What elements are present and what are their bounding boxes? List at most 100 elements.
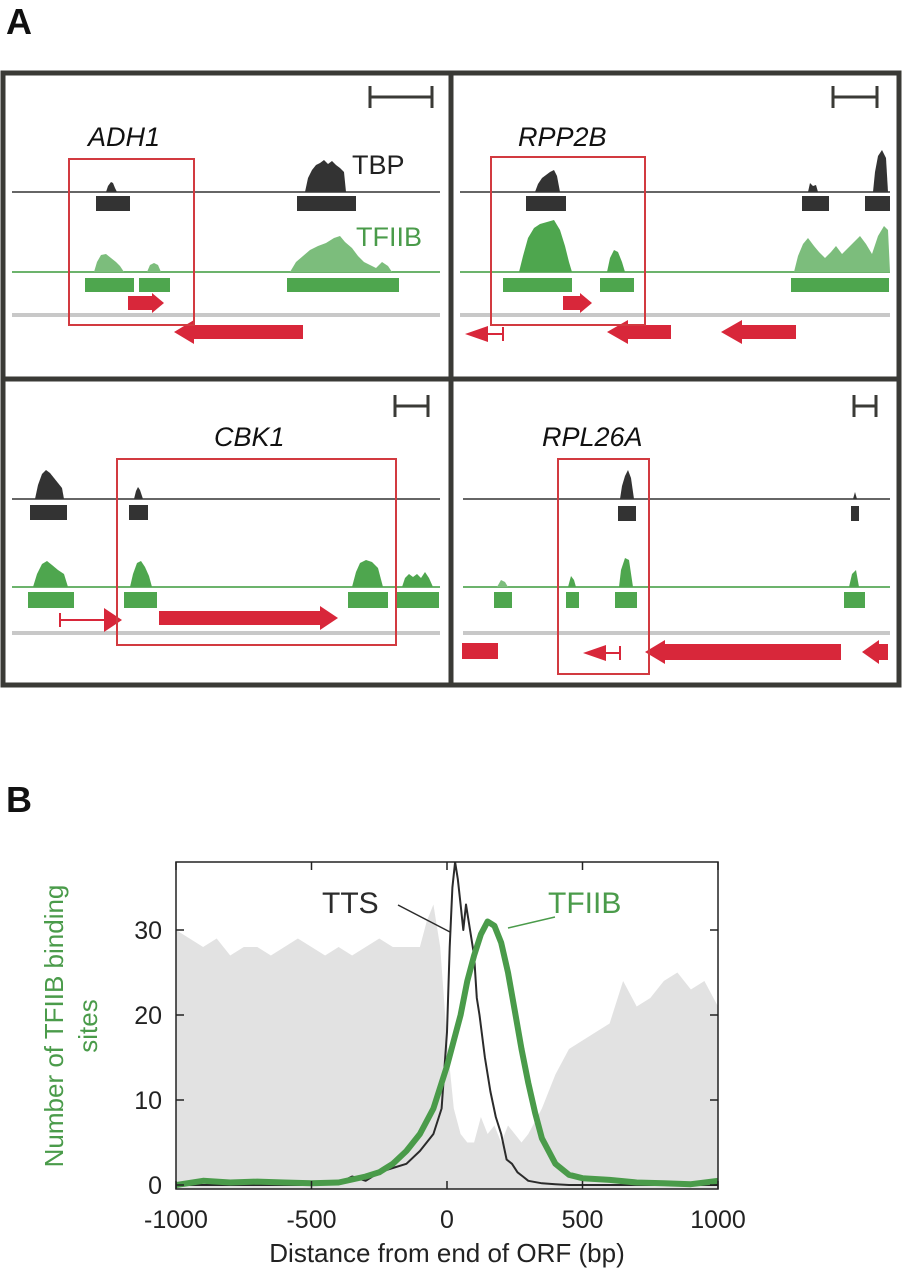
tbp-peak	[535, 170, 560, 192]
gene-name-cbk1: CBK1	[214, 422, 285, 452]
background-profile-area	[176, 904, 718, 1189]
tfiib-peak	[352, 560, 383, 587]
tfiib-track-label: TFIIB	[356, 222, 422, 252]
y-tick-label: 30	[134, 917, 162, 945]
tfiib-binding-site	[600, 278, 634, 292]
tbp-peak	[35, 470, 64, 499]
gene-name-rpl26a: RPL26A	[542, 422, 643, 452]
tfiib-peak	[147, 263, 161, 272]
y-axis-title-line-1: Number of TFIIB binding	[39, 885, 69, 1168]
subpanel-rpp2b: RPP2B	[460, 86, 890, 344]
tbp-peak	[853, 492, 857, 499]
tfiib-binding-site	[139, 278, 170, 292]
svg-text:Number of TFIIB binding: Number of TFIIB binding	[39, 885, 69, 1168]
scale-bar	[368, 86, 434, 108]
x-tick-label: 500	[562, 1206, 604, 1234]
tfiib-binding-site	[615, 592, 637, 608]
panel-b-letter: B	[6, 779, 32, 820]
tfiib-binding-site	[124, 592, 157, 608]
chart: -1000 -500 0 500 1000 0 10 20 30 TTS TFIIB Dista…	[39, 861, 746, 1268]
svg-text:sites: sites	[73, 999, 103, 1052]
series-label-tts: TTS	[322, 887, 379, 920]
gene-name-adh1: ADH1	[86, 122, 160, 152]
tbp-peak	[620, 470, 634, 499]
tfiib-binding-site	[566, 592, 579, 608]
y-axis-title-line-2: sites	[73, 999, 103, 1052]
tfiib-peak	[33, 561, 68, 587]
tfiib-binding-site	[844, 592, 865, 608]
tbp-binding-site	[851, 506, 859, 521]
highlight-box	[68, 158, 195, 326]
subpanel-cbk1: CBK1	[12, 395, 440, 646]
tfiib-binding-site	[791, 278, 889, 292]
scale-bar	[393, 395, 430, 417]
tfiib-peak	[794, 226, 890, 272]
tfiib-peak	[402, 572, 433, 587]
gene-name-rpp2b: RPP2B	[518, 122, 607, 152]
gene-arrow-left	[465, 326, 500, 342]
tfiib-peak	[568, 576, 576, 587]
gene-arrow-right	[159, 606, 338, 630]
tfiib-peak	[94, 254, 124, 272]
panel-a-letter: A	[6, 1, 32, 42]
gene-arrow-left	[862, 640, 888, 664]
gene-arrow-right	[128, 293, 164, 313]
tfiib-peak	[619, 558, 633, 587]
tbp-peak	[106, 182, 117, 192]
gene-arrow-left	[721, 320, 796, 344]
x-axis-title: Distance from end of ORF (bp)	[269, 1238, 624, 1268]
scale-bar	[852, 395, 878, 417]
scale-bar	[831, 86, 879, 108]
gene-arrow-left	[583, 645, 606, 661]
tbp-peak	[873, 150, 888, 192]
tfiib-leader-line	[507, 916, 556, 929]
x-tick-label: -500	[286, 1206, 336, 1234]
y-tick-label: 10	[134, 1087, 162, 1115]
tbp-peak	[305, 160, 346, 192]
x-tick-label: -1000	[144, 1206, 208, 1234]
tbp-binding-site	[96, 196, 130, 211]
y-axis-title: Number of TFIIB binding sites	[39, 885, 103, 1168]
tfiib-binding-site	[28, 592, 74, 608]
panel-a-frame	[0, 70, 902, 688]
tbp-binding-site	[526, 196, 566, 211]
tfiib-binding-site	[503, 278, 572, 292]
tfiib-binding-site	[348, 592, 388, 608]
x-tick-label: 1000	[690, 1206, 746, 1234]
tbp-binding-site	[30, 505, 67, 520]
tfiib-binding-site	[397, 592, 439, 608]
subpanel-adh1: ADH1 TBP TFIIB	[12, 86, 440, 344]
tbp-binding-site	[297, 196, 356, 211]
gene-arrow-left	[645, 640, 841, 664]
tfiib-peak	[849, 570, 859, 587]
tfiib-peak	[130, 561, 152, 587]
highlight-box	[490, 156, 646, 326]
tbp-peak	[134, 487, 143, 499]
gene-arrow-right	[104, 608, 122, 632]
tbp-binding-site	[129, 505, 148, 520]
tfiib-peak	[519, 220, 572, 272]
tfiib-binding-site	[85, 278, 134, 292]
tts-leader-line	[397, 904, 451, 933]
tbp-peak	[808, 183, 818, 192]
series-label-tfiib: TFIIB	[548, 887, 621, 920]
tbp-binding-site	[802, 196, 829, 211]
highlight-box	[557, 458, 650, 675]
tbp-binding-site	[618, 506, 636, 521]
tbp-track-label: TBP	[352, 150, 405, 180]
gene-arrow-left	[607, 320, 671, 344]
gene-arrow-right	[563, 293, 592, 313]
gene-arrow-left	[174, 320, 303, 344]
tfiib-peak	[607, 250, 625, 272]
tfiib-peak	[497, 580, 508, 587]
tbp-binding-site	[865, 196, 890, 211]
gene-bar	[462, 643, 498, 659]
y-tick-label: 20	[134, 1002, 162, 1030]
y-tick-label: 0	[148, 1172, 162, 1200]
tfiib-binding-site	[494, 592, 512, 608]
tfiib-binding-site	[287, 278, 399, 292]
subpanel-rpl26a: RPL26A	[462, 395, 890, 675]
x-tick-label: 0	[440, 1206, 454, 1234]
tfiib-peak	[290, 236, 392, 272]
